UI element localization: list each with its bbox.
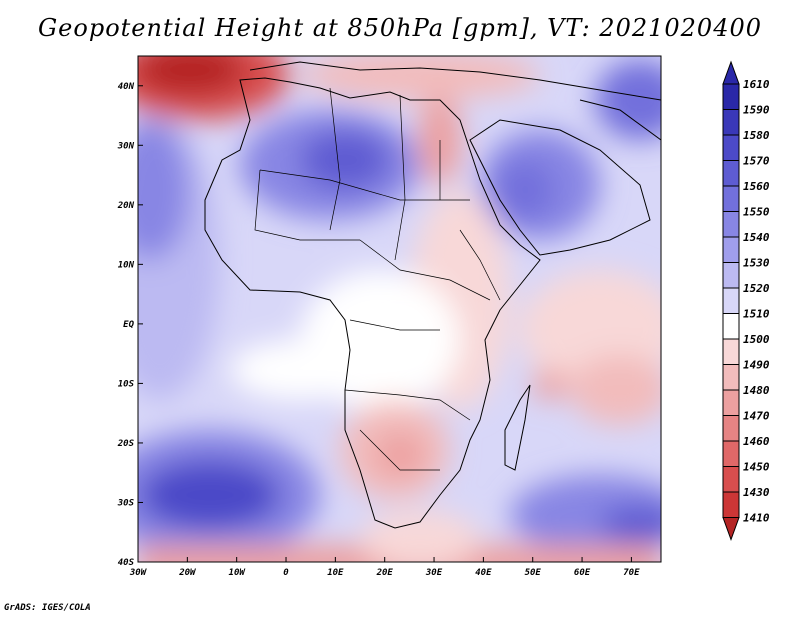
colorbar-segment [722,160,740,187]
colorbar-segment [722,466,740,493]
colorbar-label: 1450 [743,461,770,474]
lat-label: EQ [123,320,134,330]
lat-label: 40N [118,82,135,92]
colorbar-label: 1430 [743,486,770,499]
colorbar-segment [722,262,740,289]
colorbar-top-arrow [722,60,740,85]
lat-label: 20N [117,201,135,211]
lon-label: 10E [327,568,344,578]
colorbar-label: 1550 [743,206,770,219]
colorbar-label: 1410 [743,512,770,525]
plot-frame [137,55,662,563]
colorbar-label: 1560 [743,180,770,193]
colorbar-label: 1590 [743,104,770,117]
colorbar-label: 1510 [743,308,770,321]
country-borders [254,87,501,471]
latitude-labels: 40N 30N 20N 10N EQ 10S 20S 30S 40S [117,82,135,568]
colorbar-label: 1570 [743,155,770,168]
colorbar-label: 1460 [743,435,770,448]
lat-label: 10S [118,379,135,389]
lon-label: 30W [129,568,148,578]
colorbar-label: 1470 [743,410,770,423]
colorbar-segment [722,134,740,161]
lon-label: 10W [229,568,247,578]
footer-credit: GrADS: IGES/COLA [4,603,91,613]
longitude-labels: 30W 20W 10W 0 10E 20E 30E 40E 50E 60E 70E [129,568,640,578]
lon-label: 0 [283,568,289,578]
colorbar-label: 1480 [743,384,770,397]
coastlines [204,61,661,529]
colorbar-label: 1540 [743,231,770,244]
colorbar-segment [722,415,740,442]
colorbar: 1610 1590 1580 1570 1560 1550 1540 1530 1520 1510… [722,60,770,541]
lon-label: 70E [623,568,640,578]
colorbar-segment [722,109,740,136]
colorbar-segment [722,440,740,467]
colorbar-segment [722,313,740,340]
lat-label: 10N [118,260,135,270]
lon-label: 60E [574,568,591,578]
colorbar-label: 1520 [743,282,770,295]
colorbar-label: 1490 [743,359,770,372]
height-field [138,56,661,562]
colorbar-segment [722,287,740,314]
colorbar-label: 1500 [743,333,770,346]
lon-label: 20W [178,568,197,578]
colorbar-label: 1530 [743,257,770,270]
axis-ticks [137,85,632,563]
colorbar-segment [722,338,740,365]
lon-label: 50E [525,568,542,578]
colorbar-segment [722,211,740,238]
colorbar-label: 1610 [743,78,770,91]
colorbar-segment [722,83,740,110]
colorbar-bottom-arrow [722,517,740,541]
lon-label: 40E [475,568,492,578]
lon-label: 20E [376,568,394,578]
colorbar-segment [722,491,740,518]
lon-label: 30E [425,568,443,578]
colorbar-segment [722,236,740,263]
colorbar-segment [722,185,740,212]
lat-label: 30S [117,498,135,508]
colorbar-segment [722,389,740,416]
colorbar-label: 1580 [743,129,770,142]
colorbar-segment [722,364,740,391]
lat-label: 20S [117,439,135,449]
chart-title: Geopotential Height at 850hPa [gpm], VT:… [38,14,762,42]
lat-label: 40S [118,558,135,568]
lat-label: 30N [117,141,135,151]
